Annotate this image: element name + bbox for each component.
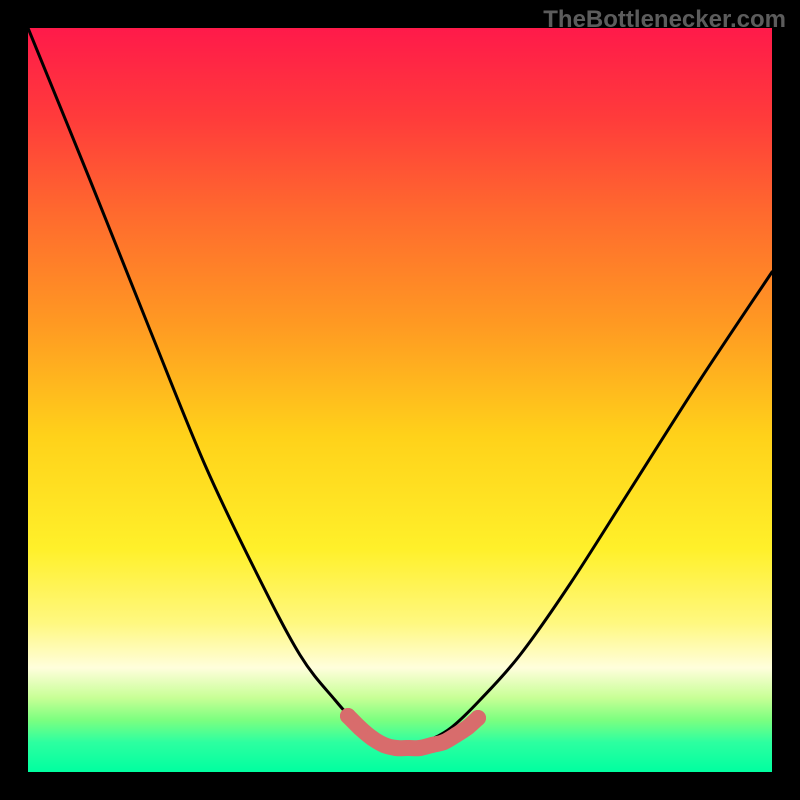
chart-stage: TheBottlenecker.com	[0, 0, 800, 800]
trough-dot	[470, 710, 486, 726]
trough-dot	[340, 708, 356, 724]
watermark-text: TheBottlenecker.com	[543, 6, 786, 34]
plot-gradient-background	[28, 28, 772, 772]
bottleneck-chart-svg	[0, 0, 800, 800]
